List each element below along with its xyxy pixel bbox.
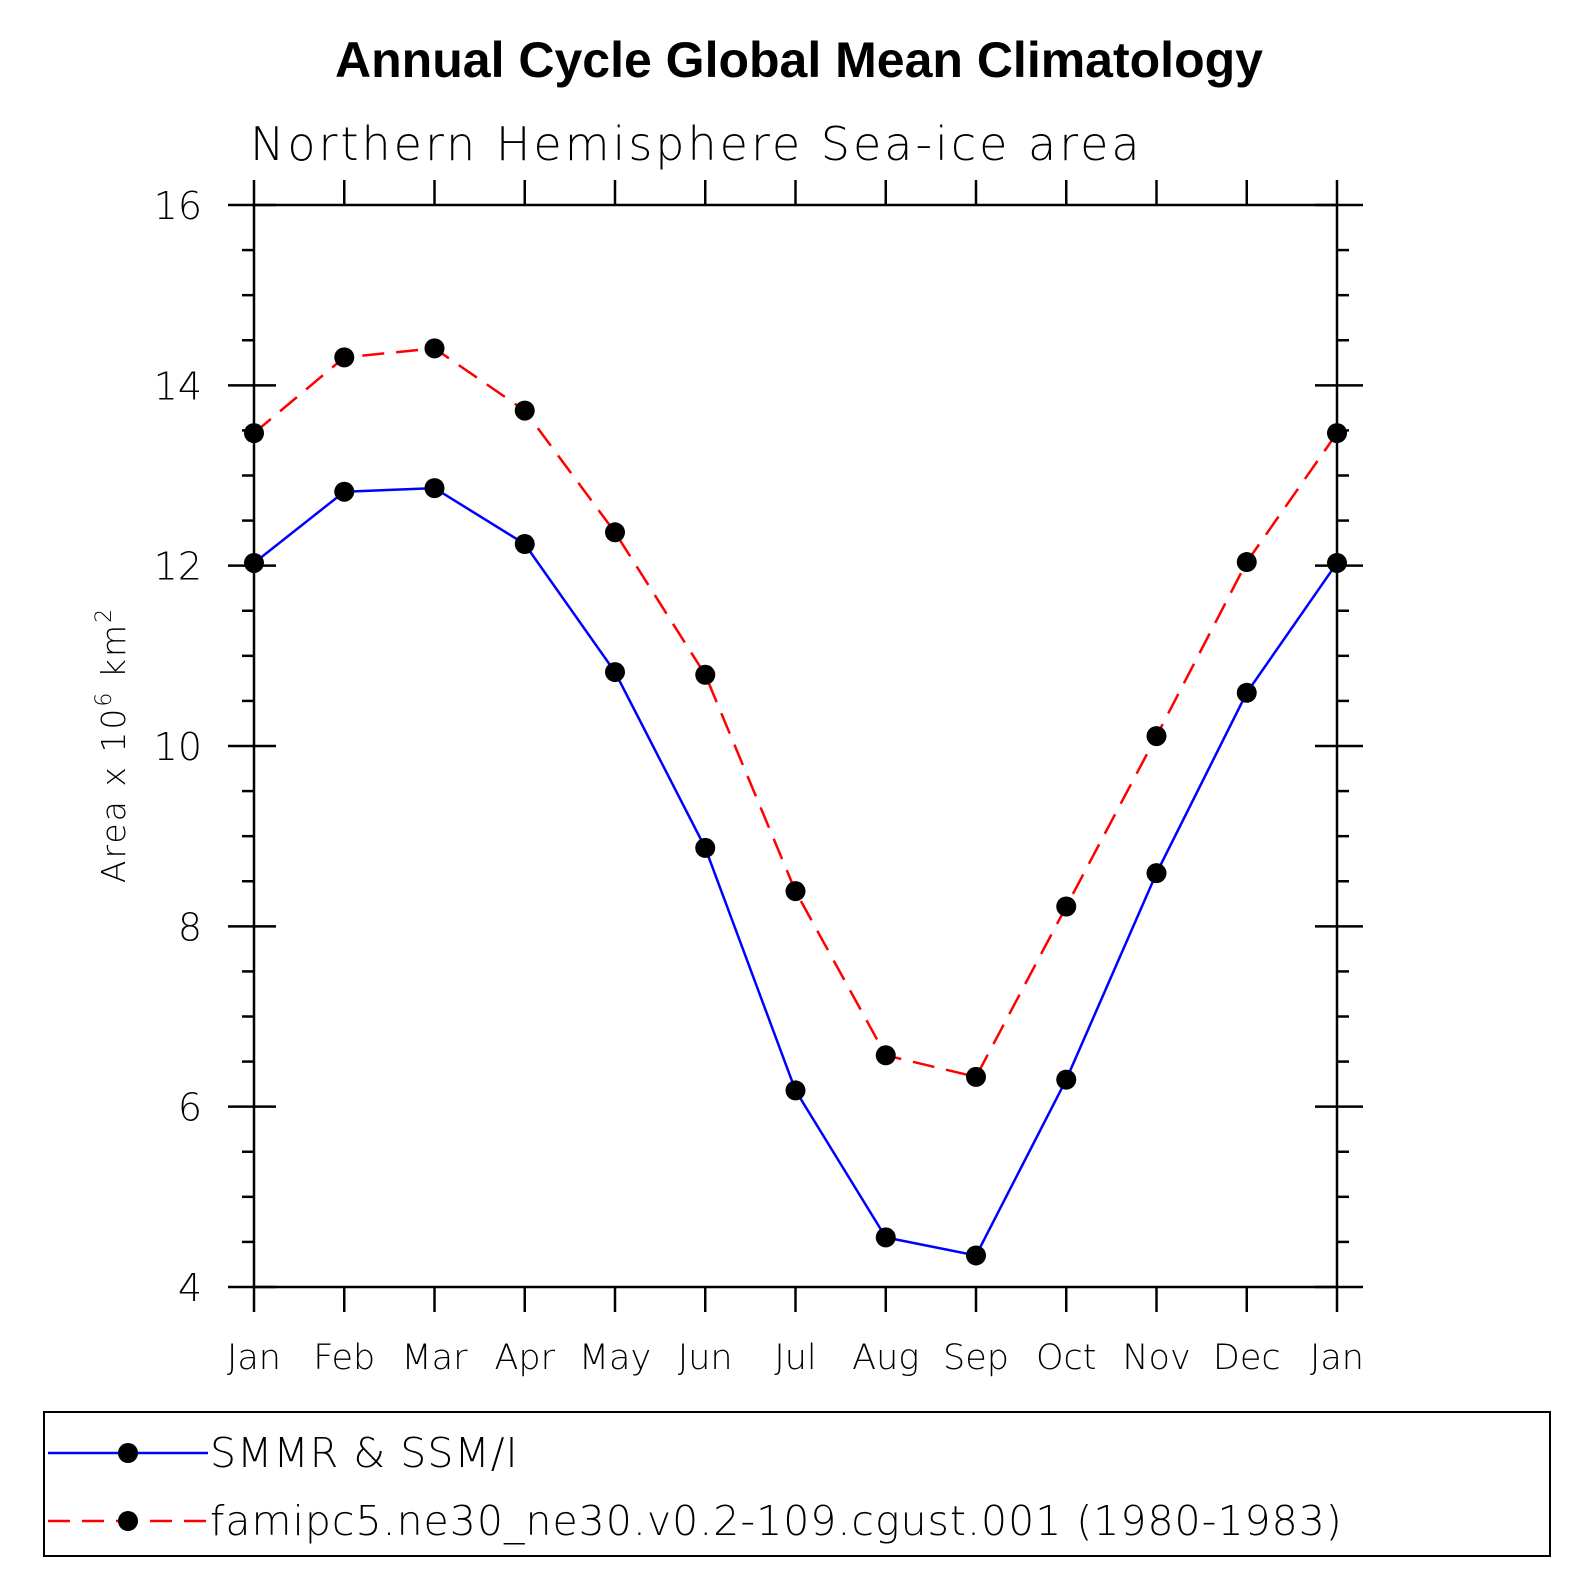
series-1-marker [785, 881, 806, 902]
series-1-marker [1146, 726, 1167, 747]
series-0-marker [785, 1080, 806, 1101]
series-1-marker [695, 664, 716, 685]
axis-ticks [228, 180, 1363, 1312]
y-tick-label: 16 [154, 184, 202, 228]
plot-frame [252, 203, 1339, 1289]
legend-label-1: famipc5.ne30_ne30.v0.2-109.cgust.001 (19… [210, 1497, 1343, 1545]
series-1-marker [605, 522, 625, 543]
x-tick-label: Jan [227, 1338, 281, 1378]
series-0-marker [334, 481, 355, 502]
x-tick-label: Jul [774, 1338, 816, 1378]
x-tick-label: Apr [494, 1338, 555, 1378]
y-tick-label: 6 [178, 1086, 202, 1130]
x-tick-label: Aug [852, 1338, 919, 1378]
series-0-marker [875, 1227, 896, 1248]
chart-title: Annual Cycle Global Mean Climatology [335, 32, 1263, 88]
y-tick-labels: 4 6 8 10 12 14 16 [154, 184, 202, 1310]
x-tick-label: Oct [1036, 1338, 1097, 1378]
series-1-marker [244, 423, 264, 444]
series-1-marker [1327, 423, 1347, 444]
series-0-marker [605, 662, 625, 683]
series-0-marker [966, 1245, 986, 1266]
series-line-1 [253, 347, 1339, 1079]
series-1-marker [424, 338, 445, 359]
y-tick-label: 10 [154, 725, 202, 769]
series-0-marker [1327, 552, 1347, 573]
series-1-marker [514, 400, 535, 421]
y-tick-label: 4 [178, 1266, 202, 1310]
y-axis-label-exp1: 6 [92, 691, 117, 707]
series-1-marker [334, 347, 355, 368]
x-tick-labels: Jan Feb Mar Apr May Jun Jul Aug Sep Oct Nov Dec Jan [227, 1338, 1364, 1378]
series-1-marker [966, 1066, 986, 1087]
legend-entries: SMMR & SSM/I famipc5.ne30_ne30.v0.2-109.c… [48, 1429, 1343, 1545]
y-axis-label: Area x 106 km2 [92, 607, 133, 883]
y-axis-label-exp2: 2 [92, 607, 117, 623]
x-tick-label: Jun [678, 1338, 733, 1378]
x-tick-label: Sep [943, 1338, 1009, 1378]
series-0-marker [1146, 863, 1167, 884]
series-layer [244, 338, 1347, 1266]
series-0-marker [244, 552, 264, 573]
legend-box [43, 1411, 1551, 1557]
chart-subtitle: Northern Hemisphere Sea-ice area [250, 117, 1143, 171]
series-1-marker [1236, 552, 1257, 573]
x-tick-label: Nov [1122, 1338, 1190, 1378]
series-1-marker [875, 1045, 896, 1066]
legend-marker-1 [118, 1511, 138, 1531]
legend-marker-0 [118, 1443, 138, 1463]
series-line-0 [253, 486, 1339, 1257]
series-0-marker [514, 534, 535, 555]
x-tick-label: Dec [1213, 1338, 1281, 1378]
y-tick-label: 14 [154, 364, 202, 408]
x-tick-label: Feb [313, 1338, 375, 1378]
x-tick-label: Jan [1310, 1338, 1364, 1378]
x-tick-label: May [579, 1338, 651, 1378]
y-axis-label-base: Area x 10 [94, 707, 133, 883]
series-0-marker [424, 478, 445, 499]
y-tick-label: 12 [154, 545, 202, 589]
series-0-marker [695, 837, 716, 858]
legend: SMMR & SSM/I famipc5.ne30_ne30.v0.2-109.c… [43, 1411, 1551, 1557]
series-1-marker [1056, 896, 1077, 917]
series-0-marker [1236, 682, 1257, 703]
series-0-marker [1056, 1069, 1077, 1090]
y-tick-label: 8 [178, 905, 202, 949]
x-tick-label: Mar [401, 1338, 468, 1378]
legend-label-0: SMMR & SSM/I [210, 1429, 519, 1477]
y-axis-label-mid: km [94, 623, 133, 691]
